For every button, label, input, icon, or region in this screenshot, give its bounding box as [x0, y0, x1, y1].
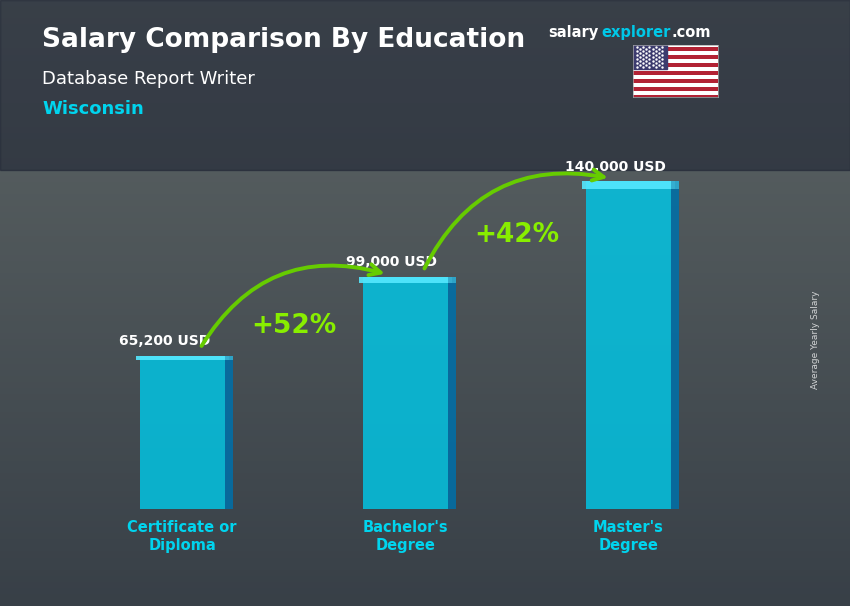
- Bar: [136, 356, 229, 360]
- Text: Average Yearly Salary: Average Yearly Salary: [811, 290, 820, 388]
- Bar: [633, 91, 718, 95]
- Text: Salary Comparison By Education: Salary Comparison By Education: [42, 27, 525, 53]
- Bar: [671, 181, 679, 189]
- Bar: [633, 83, 718, 87]
- Bar: [586, 181, 671, 509]
- Bar: [633, 47, 718, 52]
- Bar: [448, 277, 456, 509]
- Polygon shape: [0, 0, 850, 170]
- Bar: [633, 75, 718, 79]
- Text: Wisconsin: Wisconsin: [42, 100, 144, 118]
- Bar: [633, 45, 667, 69]
- Bar: [633, 63, 718, 67]
- Bar: [363, 277, 448, 509]
- Bar: [582, 181, 675, 189]
- Bar: [633, 59, 718, 63]
- Bar: [633, 55, 718, 59]
- Bar: [224, 356, 233, 509]
- Text: explorer: explorer: [602, 25, 672, 41]
- Bar: [633, 95, 718, 99]
- Text: Database Report Writer: Database Report Writer: [42, 70, 255, 88]
- Bar: [671, 181, 679, 509]
- Text: salary: salary: [548, 25, 598, 41]
- Text: 140,000 USD: 140,000 USD: [564, 159, 666, 173]
- Text: 99,000 USD: 99,000 USD: [347, 255, 438, 268]
- Bar: [448, 277, 456, 282]
- Text: +52%: +52%: [251, 313, 337, 339]
- Bar: [633, 67, 718, 72]
- Bar: [139, 356, 224, 509]
- Bar: [633, 79, 718, 83]
- Bar: [224, 356, 233, 360]
- Text: .com: .com: [672, 25, 711, 41]
- Text: 65,200 USD: 65,200 USD: [119, 334, 210, 348]
- Bar: [359, 277, 452, 282]
- Text: +42%: +42%: [474, 222, 559, 248]
- Bar: [633, 52, 718, 55]
- Bar: [633, 72, 718, 75]
- Bar: [633, 87, 718, 91]
